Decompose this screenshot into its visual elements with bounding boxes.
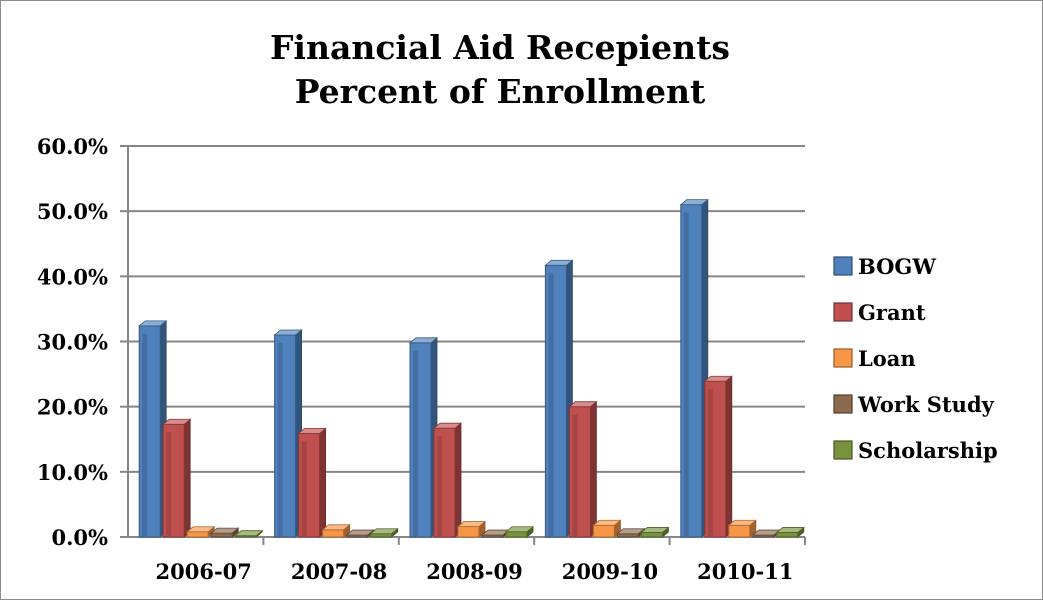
x-tick-label: 2007-08 bbox=[291, 559, 387, 584]
bar-side bbox=[590, 400, 597, 538]
bar-top bbox=[616, 528, 646, 535]
bar-loan-2006-07 bbox=[186, 531, 209, 538]
bar-top bbox=[273, 329, 303, 336]
y-tick-label: 0.0% bbox=[52, 525, 109, 550]
y-tick-label: 30.0% bbox=[37, 330, 108, 355]
bar-top bbox=[640, 527, 670, 533]
legend-swatch bbox=[833, 394, 853, 414]
legend-label: Loan bbox=[858, 346, 916, 371]
y-tick-label: 50.0% bbox=[37, 199, 108, 224]
bar-top bbox=[297, 427, 327, 434]
bar-bevel bbox=[437, 436, 442, 537]
bar-loan-2010-11 bbox=[728, 524, 751, 538]
y-tick-label: 20.0% bbox=[37, 395, 108, 420]
bar-work-study-2009-10 bbox=[616, 533, 639, 538]
bar-top bbox=[775, 527, 805, 533]
bar-bevel bbox=[301, 441, 307, 537]
bar-side bbox=[183, 418, 191, 538]
bar-top bbox=[234, 530, 264, 537]
bar-bevel bbox=[683, 212, 689, 537]
bar-top bbox=[703, 375, 733, 382]
bar-top bbox=[727, 519, 757, 526]
bar-scholarship-2007-08 bbox=[370, 533, 393, 538]
legend-label: Grant bbox=[858, 300, 926, 325]
legend-label: Scholarship bbox=[858, 438, 998, 463]
bar-bevel bbox=[142, 333, 148, 537]
bar-top bbox=[592, 519, 622, 526]
bar-bevel bbox=[572, 414, 578, 537]
bar-loan-2007-08 bbox=[322, 529, 345, 538]
legend-swatch bbox=[833, 302, 853, 322]
bar-top bbox=[504, 526, 535, 533]
bar-top bbox=[138, 320, 168, 327]
bar-top bbox=[321, 524, 351, 531]
legend-swatch bbox=[833, 348, 853, 368]
bar-top bbox=[210, 527, 240, 534]
y-tick-label: 10.0% bbox=[37, 460, 108, 485]
bar-loan-2008-09 bbox=[457, 526, 480, 538]
y-tick-label: 40.0% bbox=[37, 264, 108, 289]
bar-bevel bbox=[277, 342, 283, 537]
bar-top bbox=[369, 528, 399, 535]
x-tick-label: 2008-09 bbox=[426, 559, 522, 584]
bar-scholarship-2010-11 bbox=[776, 531, 799, 538]
bar-top bbox=[162, 418, 192, 425]
x-tick-label: 2010-11 bbox=[697, 559, 793, 584]
bar-side bbox=[454, 422, 462, 538]
bar-bevel bbox=[548, 273, 554, 537]
bar-scholarship-2009-10 bbox=[640, 531, 663, 538]
bar-side bbox=[725, 375, 733, 538]
bar-bevel bbox=[413, 350, 418, 537]
bar-top bbox=[345, 529, 375, 536]
legend-swatch bbox=[833, 440, 853, 460]
bar-top bbox=[186, 526, 216, 533]
x-tick-label: 2006-07 bbox=[156, 559, 252, 584]
y-tick-label: 60.0% bbox=[37, 134, 108, 159]
legend-swatch bbox=[833, 256, 853, 276]
legend-label: BOGW bbox=[858, 254, 936, 279]
chart-subtitle: Percent of Enrollment bbox=[294, 72, 706, 111]
chart-title: Financial Aid Recepients bbox=[269, 28, 730, 67]
bar-work-study-2006-07 bbox=[210, 532, 233, 538]
bar-bevel bbox=[166, 432, 172, 537]
bar-top bbox=[568, 401, 598, 408]
bar-top bbox=[432, 422, 463, 429]
bar-top bbox=[456, 521, 487, 527]
bar-top bbox=[679, 199, 709, 206]
x-tick-label: 2009-10 bbox=[562, 559, 658, 584]
bar-side bbox=[319, 427, 327, 538]
bar-top bbox=[544, 259, 574, 266]
bar-loan-2009-10 bbox=[592, 524, 615, 538]
bar-bevel bbox=[707, 389, 713, 537]
bar-scholarship-2008-09 bbox=[505, 531, 528, 538]
legend-label: Work Study bbox=[857, 392, 995, 417]
bar-top bbox=[408, 337, 439, 344]
